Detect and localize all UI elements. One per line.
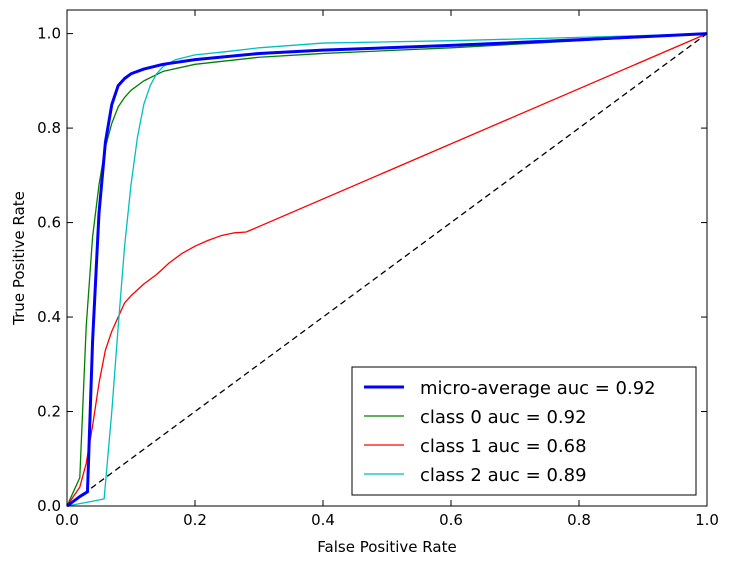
legend-label: class 1 auc = 0.68: [420, 436, 587, 457]
legend-label: micro-average auc = 0.92: [420, 378, 656, 399]
x-tick-label: 0.6: [439, 511, 463, 529]
y-axis-label: True Positive Rate: [10, 191, 28, 326]
x-tick-label: 0.2: [183, 511, 207, 529]
y-tick-label: 0.4: [37, 308, 61, 326]
series-line-micro-average: [66, 32, 708, 508]
x-tick-label: 1.0: [695, 511, 719, 529]
plot-area: [66, 32, 708, 508]
x-axis-label: False Positive Rate: [317, 538, 456, 556]
x-axis-ticks: 0.0 0.2 0.4 0.6 0.8 1.0: [55, 10, 719, 529]
legend-label: class 2 auc = 0.89: [420, 465, 587, 486]
chance-diagonal-line: [66, 33, 708, 507]
y-tick-label: 1.0: [37, 25, 61, 43]
y-axis-ticks: 0.0 0.2 0.4 0.6 0.8 1.0: [37, 25, 707, 515]
series-line-class-0: [66, 32, 708, 507]
legend-box: [351, 366, 697, 496]
legend: micro-average auc = 0.92 class 0 auc = 0.…: [351, 366, 697, 496]
y-tick-label: 0.8: [37, 119, 61, 137]
x-tick-label: 0.8: [567, 511, 591, 529]
x-tick-label: 0.4: [311, 511, 335, 529]
series-line-class-2: [66, 32, 708, 507]
x-tick-label: 0.0: [55, 511, 79, 529]
y-tick-label: 0.6: [37, 214, 61, 232]
y-tick-label: 0.2: [37, 403, 61, 421]
y-tick-label: 0.0: [37, 497, 61, 515]
plot-frame: [66, 9, 708, 507]
legend-label: class 0 auc = 0.92: [420, 407, 587, 428]
